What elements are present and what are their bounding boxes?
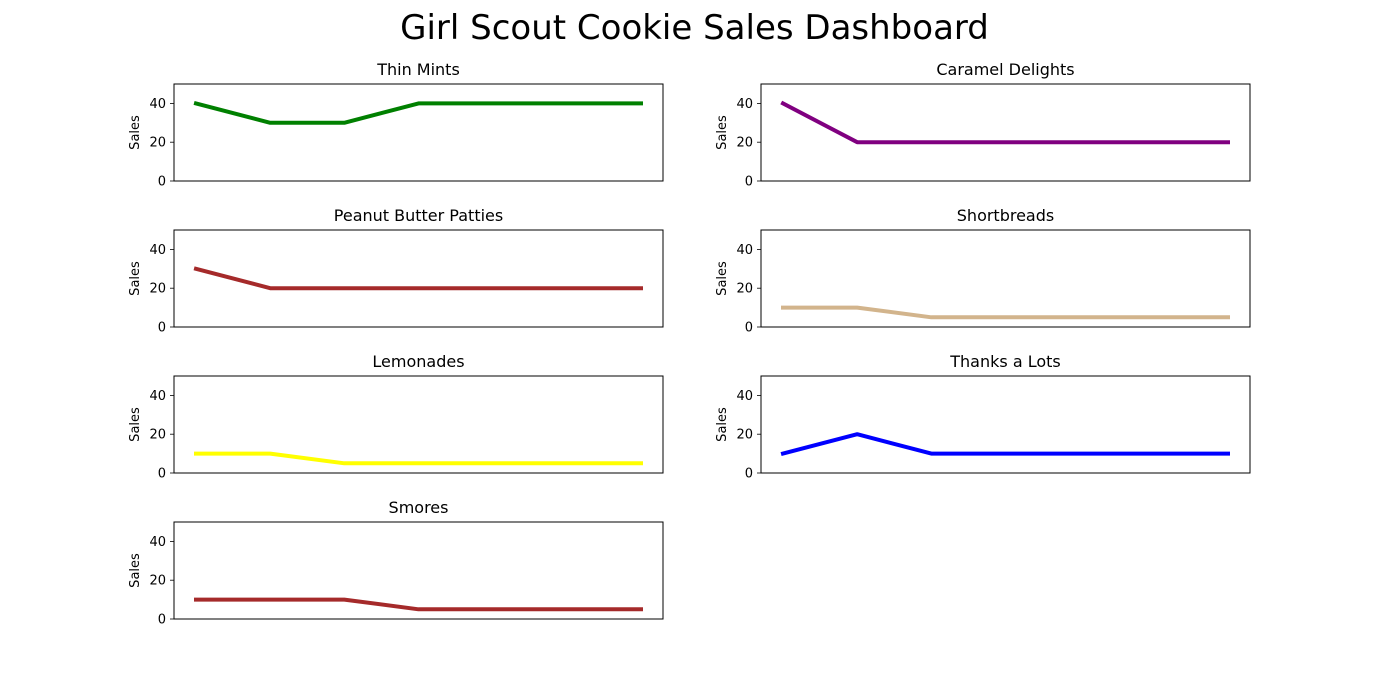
plot-frame bbox=[760, 375, 1251, 474]
y-tick-label: 0 bbox=[158, 613, 166, 628]
subplot-title: Shortbreads bbox=[957, 206, 1054, 225]
y-axis-label: Sales bbox=[128, 407, 143, 442]
y-axis-label: Sales bbox=[128, 553, 143, 588]
subplot-title: Thanks a Lots bbox=[949, 352, 1060, 371]
subplot-shortbreads: Shortbreads 0 20 40 Sales bbox=[715, 206, 1251, 336]
y-tick-label: 0 bbox=[745, 467, 753, 482]
subplot-peanut-butter-patties: Peanut Butter Patties 0 20 40 Sales bbox=[128, 206, 664, 336]
y-axis-label: Sales bbox=[715, 261, 730, 296]
y-tick-label: 20 bbox=[149, 574, 166, 589]
subplot-caramel-delights: Caramel Delights 0 20 40 Sales bbox=[715, 60, 1251, 190]
subplot-title: Thin Mints bbox=[376, 60, 460, 79]
series-line bbox=[193, 100, 643, 125]
y-tick-label: 0 bbox=[158, 467, 166, 482]
y-axis-label: Sales bbox=[715, 115, 730, 150]
y-axis-label: Sales bbox=[128, 261, 143, 296]
y-tick-label: 40 bbox=[736, 389, 753, 404]
dashboard-title: Girl Scout Cookie Sales Dashboard bbox=[400, 8, 989, 48]
y-tick-label: 20 bbox=[149, 428, 166, 443]
y-tick-label: 40 bbox=[736, 243, 753, 258]
series-line bbox=[194, 451, 643, 466]
subplot-title: Peanut Butter Patties bbox=[334, 206, 503, 225]
y-tick-label: 40 bbox=[149, 243, 166, 258]
plot-frame bbox=[760, 83, 1251, 182]
y-tick-label: 0 bbox=[158, 175, 166, 190]
subplot-thanks-a-lots: Thanks a Lots 0 20 40 Sales bbox=[715, 352, 1251, 482]
series-line bbox=[194, 597, 643, 612]
y-tick-label: 0 bbox=[158, 321, 166, 336]
series-line bbox=[780, 100, 1230, 145]
subplot-title: Caramel Delights bbox=[936, 60, 1074, 79]
y-tick-label: 0 bbox=[745, 175, 753, 190]
subplot-lemonades: Lemonades 0 20 40 Sales bbox=[128, 352, 664, 482]
plot-frame bbox=[173, 229, 664, 328]
plot-frame bbox=[173, 375, 664, 474]
subplot-smores: Smores 0 20 40 Sales bbox=[128, 498, 664, 628]
y-tick-label: 0 bbox=[745, 321, 753, 336]
series-line bbox=[780, 432, 1230, 457]
y-tick-label: 40 bbox=[149, 389, 166, 404]
y-tick-label: 20 bbox=[149, 282, 166, 297]
series-line bbox=[193, 266, 643, 291]
y-tick-label: 40 bbox=[149, 97, 166, 112]
y-tick-label: 20 bbox=[736, 136, 753, 151]
y-tick-label: 40 bbox=[736, 97, 753, 112]
y-tick-label: 40 bbox=[149, 535, 166, 550]
subplot-thin-mints: Thin Mints 0 20 40 Sales bbox=[128, 60, 664, 190]
y-tick-label: 20 bbox=[149, 136, 166, 151]
plot-frame bbox=[173, 83, 664, 182]
subplot-title: Lemonades bbox=[372, 352, 464, 371]
y-axis-label: Sales bbox=[715, 407, 730, 442]
subplot-title: Smores bbox=[389, 498, 449, 517]
series-line bbox=[781, 305, 1230, 320]
plot-frame bbox=[173, 521, 664, 620]
y-tick-label: 20 bbox=[736, 428, 753, 443]
plot-frame bbox=[760, 229, 1251, 328]
y-axis-label: Sales bbox=[128, 115, 143, 150]
y-tick-label: 20 bbox=[736, 282, 753, 297]
